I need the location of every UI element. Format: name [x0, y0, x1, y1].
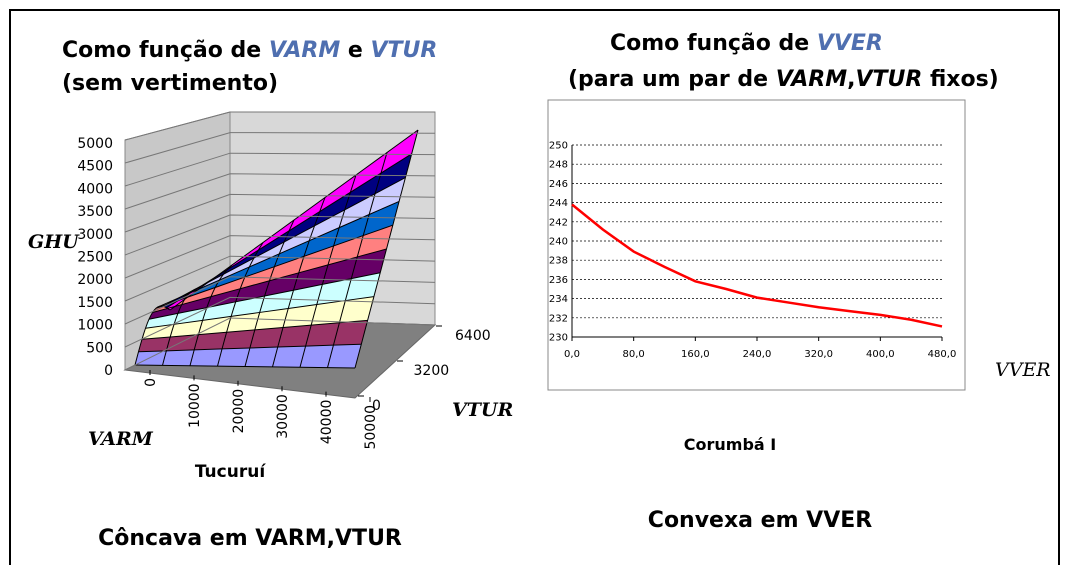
y-tick-label: 6400	[455, 328, 491, 344]
y-tick-label: 238	[549, 256, 568, 267]
surface-wire	[141, 319, 368, 340]
surface-wire	[152, 248, 387, 313]
grid-line	[124, 276, 436, 325]
surface-wire	[138, 343, 362, 353]
x-tick-label: 320,0	[804, 349, 833, 360]
surface-wire	[155, 224, 393, 309]
z-tick-label: 4500	[77, 159, 113, 175]
x-tick-label: 30000	[275, 394, 291, 439]
line-series	[571, 203, 943, 328]
grid-line	[124, 193, 436, 233]
surface	[134, 129, 419, 369]
y-tick-label: 0	[372, 398, 381, 414]
y-tick-label: 240	[549, 237, 568, 248]
x-tick-label: 160,0	[681, 349, 710, 360]
y-tick-label: 248	[549, 160, 568, 171]
grid-line	[124, 214, 436, 256]
y-tick-label: 230	[549, 333, 568, 344]
y-tick-label: 246	[549, 179, 568, 190]
z-tick-label: 1000	[77, 318, 113, 334]
surface-wire	[169, 129, 419, 311]
grid-line	[124, 235, 436, 279]
grid-line	[124, 255, 436, 302]
y-tick-label: 242	[549, 217, 568, 228]
z-tick-label: 5000	[77, 136, 113, 152]
surface-band	[152, 225, 393, 313]
y-tick-label: 3200	[414, 363, 450, 379]
x-tick-label: 480,0	[928, 349, 957, 360]
y-axis-label: VTUR	[452, 399, 513, 421]
z-tick-label: 2500	[77, 250, 113, 266]
grid-line	[124, 111, 435, 141]
x-tick-label: 40000	[319, 400, 335, 445]
x-tick-label: 240,0	[743, 349, 772, 360]
x-tick-label: 20000	[231, 389, 247, 434]
z-tick-label: 3000	[77, 227, 113, 243]
z-axis-label: GHU	[28, 231, 80, 253]
right-subheading: (para um par de VARM,VTUR fixos)	[568, 67, 999, 92]
right-heading: Como função de VVER	[610, 31, 883, 56]
y-tick-label: 232	[549, 313, 568, 324]
z-tick-label: 0	[104, 363, 113, 379]
surface-wire	[166, 153, 412, 309]
surface-wire	[148, 272, 381, 320]
chart-box	[547, 99, 966, 391]
x-axis-label: VARM	[88, 428, 154, 450]
z-tick-label: 1500	[77, 295, 113, 311]
z-tick-label: 500	[86, 340, 113, 356]
surface-wire	[145, 296, 374, 329]
grid-line	[124, 132, 436, 164]
surface-wire	[134, 364, 356, 369]
y-tick-label: 244	[549, 198, 568, 209]
x-tick-label: 80,0	[623, 349, 645, 360]
grid-line	[124, 296, 436, 348]
right-caption: Convexa em VVER	[648, 508, 872, 533]
y-tick-label: 234	[549, 294, 568, 305]
grid-line	[124, 173, 436, 210]
x-tick-label: 10000	[187, 383, 203, 428]
z-tick-label: 3500	[77, 204, 113, 220]
x-axis-label: VVER	[995, 359, 1051, 381]
y-tick-label: 236	[549, 275, 568, 286]
left-caption: Côncava em VARM,VTUR	[98, 526, 402, 551]
x-tick-label: 0	[143, 378, 159, 387]
grid-line	[124, 152, 436, 187]
z-tick-label: 2000	[77, 272, 113, 288]
chart-title: Corumbá I	[684, 435, 776, 454]
z-tick-label: 4000	[77, 181, 113, 197]
left-subheading: (sem vertimento)	[62, 71, 278, 96]
y-tick-label: 250	[549, 141, 568, 152]
left-heading: Como função de VARM e VTUR	[62, 38, 437, 63]
chart-title: Tucuruí	[195, 462, 266, 482]
x-tick-label: 50000	[363, 405, 379, 450]
x-tick-label: 400,0	[866, 349, 895, 360]
grid-line	[124, 317, 436, 371]
x-tick-label: 0,0	[564, 349, 580, 360]
